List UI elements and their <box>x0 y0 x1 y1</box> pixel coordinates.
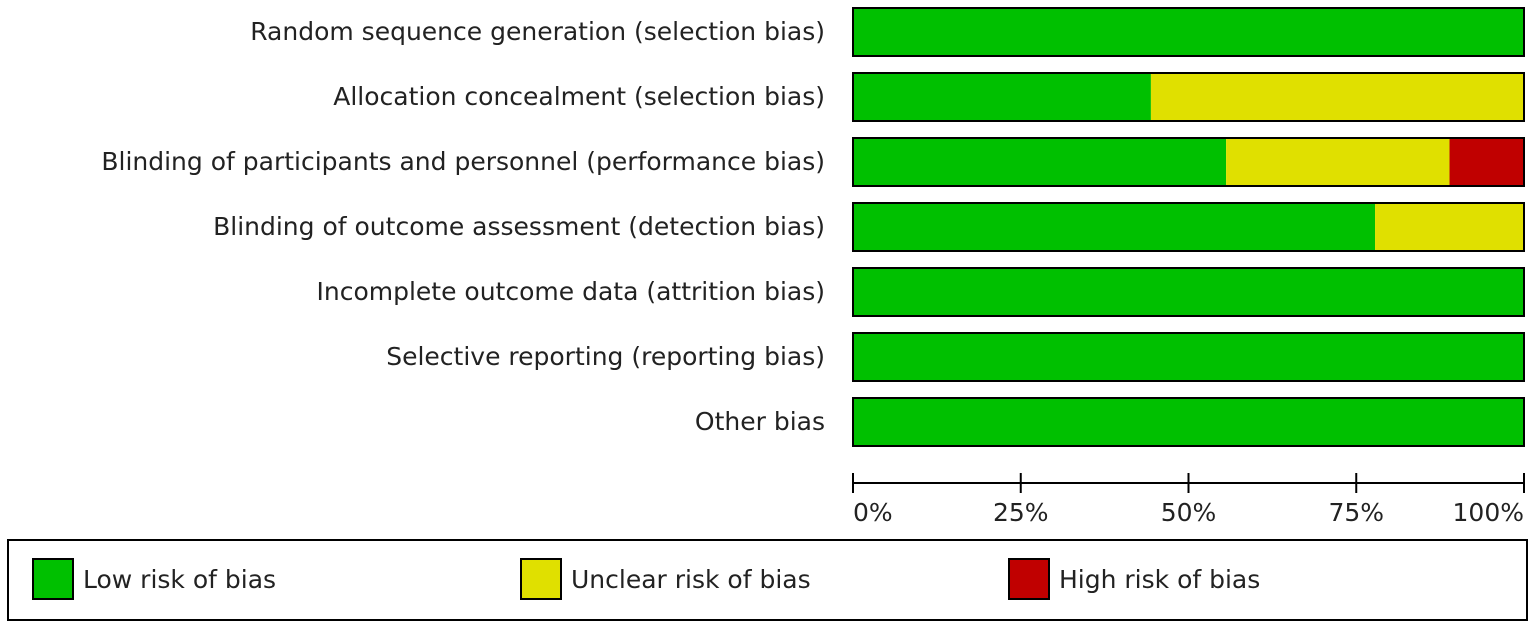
category-label: Incomplete outcome data (attrition bias) <box>316 277 825 306</box>
bar-segment <box>1375 203 1524 251</box>
x-tick-label: 75% <box>1328 498 1384 527</box>
bar-frame <box>852 72 1525 122</box>
legend-label: Unclear risk of bias <box>571 565 811 594</box>
legend-swatch <box>520 558 562 600</box>
bar-segment <box>1150 73 1524 121</box>
bar-segment <box>853 333 1524 381</box>
bar-segment <box>853 138 1227 186</box>
x-tick-label: 25% <box>993 498 1049 527</box>
category-label: Random sequence generation (selection bi… <box>250 17 825 46</box>
category-label: Selective reporting (reporting bias) <box>386 342 825 371</box>
x-tick-label: 50% <box>1161 498 1217 527</box>
bar-frame <box>852 202 1525 252</box>
bar-segment <box>1449 138 1524 186</box>
category-label: Blinding of outcome assessment (detectio… <box>213 212 825 241</box>
bar-frame <box>852 7 1525 57</box>
category-label: Blinding of participants and personnel (… <box>101 147 825 176</box>
legend-label: High risk of bias <box>1059 565 1260 594</box>
bar-frame <box>852 332 1525 382</box>
x-tick-label: 100% <box>1453 498 1524 527</box>
bar-segment <box>853 268 1524 316</box>
bar-segment <box>853 203 1376 251</box>
legend-swatch <box>1008 558 1050 600</box>
category-label: Other bias <box>695 407 825 436</box>
bar-frame <box>852 397 1525 447</box>
bar-segment <box>853 73 1151 121</box>
bar-segment <box>1226 138 1450 186</box>
x-tick-label: 0% <box>853 498 893 527</box>
bar-segment <box>853 398 1524 446</box>
bar-segment <box>853 8 1524 56</box>
legend-label: Low risk of bias <box>83 565 276 594</box>
legend-swatch <box>32 558 74 600</box>
legend-frame <box>7 539 1528 621</box>
category-label: Allocation concealment (selection bias) <box>333 82 825 111</box>
bar-frame <box>852 267 1525 317</box>
bar-frame <box>852 137 1525 187</box>
